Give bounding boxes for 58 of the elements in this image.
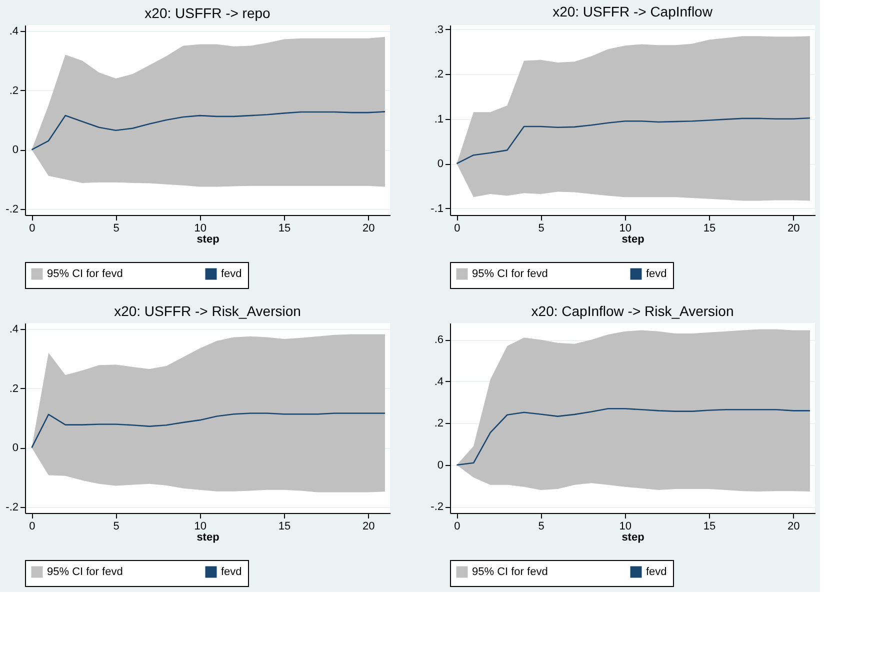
y-tick-label: -.2 bbox=[6, 204, 18, 216]
x-tick-label: 20 bbox=[362, 222, 375, 234]
legend-label: 95% CI for fevd bbox=[472, 566, 548, 578]
y-tick-label: .4 bbox=[9, 25, 18, 38]
y-tick-label: -.1 bbox=[430, 202, 444, 215]
y-tick-label: .2 bbox=[434, 68, 444, 81]
y-tick-label: 0 bbox=[437, 158, 444, 170]
x-tick-label: 5 bbox=[538, 520, 544, 532]
legend-label: fevd bbox=[646, 268, 667, 280]
chart-title: x20: CapInflow -> Risk_Aversion bbox=[531, 303, 734, 319]
x-axis-title: step bbox=[622, 234, 645, 246]
x-tick-label: 15 bbox=[703, 222, 716, 234]
y-tick-label: .2 bbox=[434, 418, 444, 430]
x-axis-title: step bbox=[196, 532, 220, 544]
x-tick-label: 10 bbox=[194, 520, 207, 532]
x-tick-label: 5 bbox=[538, 222, 544, 234]
y-tick-label: 0 bbox=[12, 144, 18, 156]
legend-label: 95% CI for fevd bbox=[472, 268, 548, 280]
y-tick-label: .4 bbox=[434, 376, 444, 388]
x-tick-label: 10 bbox=[194, 222, 207, 234]
y-tick-label: -.2 bbox=[6, 502, 18, 514]
legend-label: 95% CI for fevd bbox=[47, 566, 123, 578]
x-tick-label: 20 bbox=[362, 520, 375, 532]
legend-label: fevd bbox=[646, 566, 667, 578]
legend-label: fevd bbox=[221, 566, 242, 578]
chart-title: x20: USFFR -> CapInflow bbox=[552, 3, 714, 20]
x-tick-label: 0 bbox=[29, 222, 36, 234]
x-tick-label: 0 bbox=[454, 520, 460, 532]
x-tick-label: 20 bbox=[788, 520, 800, 532]
x-tick-label: 15 bbox=[278, 222, 291, 234]
legend-label: 95% CI for fevd bbox=[47, 268, 123, 280]
x-tick-label: 15 bbox=[703, 520, 716, 532]
legend-label: fevd bbox=[221, 268, 242, 280]
x-tick-label: 0 bbox=[454, 222, 460, 234]
line-series bbox=[456, 408, 811, 466]
line-series bbox=[31, 111, 386, 150]
chart-title: x20: USFFR -> Risk_Aversion bbox=[114, 302, 301, 319]
y-tick-label: .2 bbox=[9, 382, 18, 395]
x-axis-title: step bbox=[622, 532, 645, 544]
y-tick-label: .2 bbox=[9, 84, 18, 97]
y-tick-label: .1 bbox=[434, 113, 444, 126]
x-tick-label: 10 bbox=[619, 520, 632, 532]
y-tick-label: .4 bbox=[9, 323, 18, 336]
chart-title: x20: USFFR -> repo bbox=[144, 4, 271, 21]
x-tick-label: 15 bbox=[278, 520, 291, 532]
y-tick-label: 0 bbox=[437, 459, 444, 472]
line-series bbox=[31, 412, 386, 448]
y-tick-label: 0 bbox=[12, 442, 18, 454]
y-tick-label: .3 bbox=[434, 24, 444, 36]
y-tick-label: -.2 bbox=[430, 501, 444, 514]
x-tick-label: 20 bbox=[788, 222, 800, 234]
x-tick-label: 10 bbox=[619, 222, 632, 234]
x-tick-label: 5 bbox=[113, 222, 120, 234]
x-axis-title: step bbox=[196, 234, 220, 246]
line-series bbox=[456, 117, 811, 164]
y-tick-label: .6 bbox=[434, 334, 444, 346]
x-tick-label: 5 bbox=[113, 520, 120, 532]
x-tick-label: 0 bbox=[29, 520, 36, 532]
